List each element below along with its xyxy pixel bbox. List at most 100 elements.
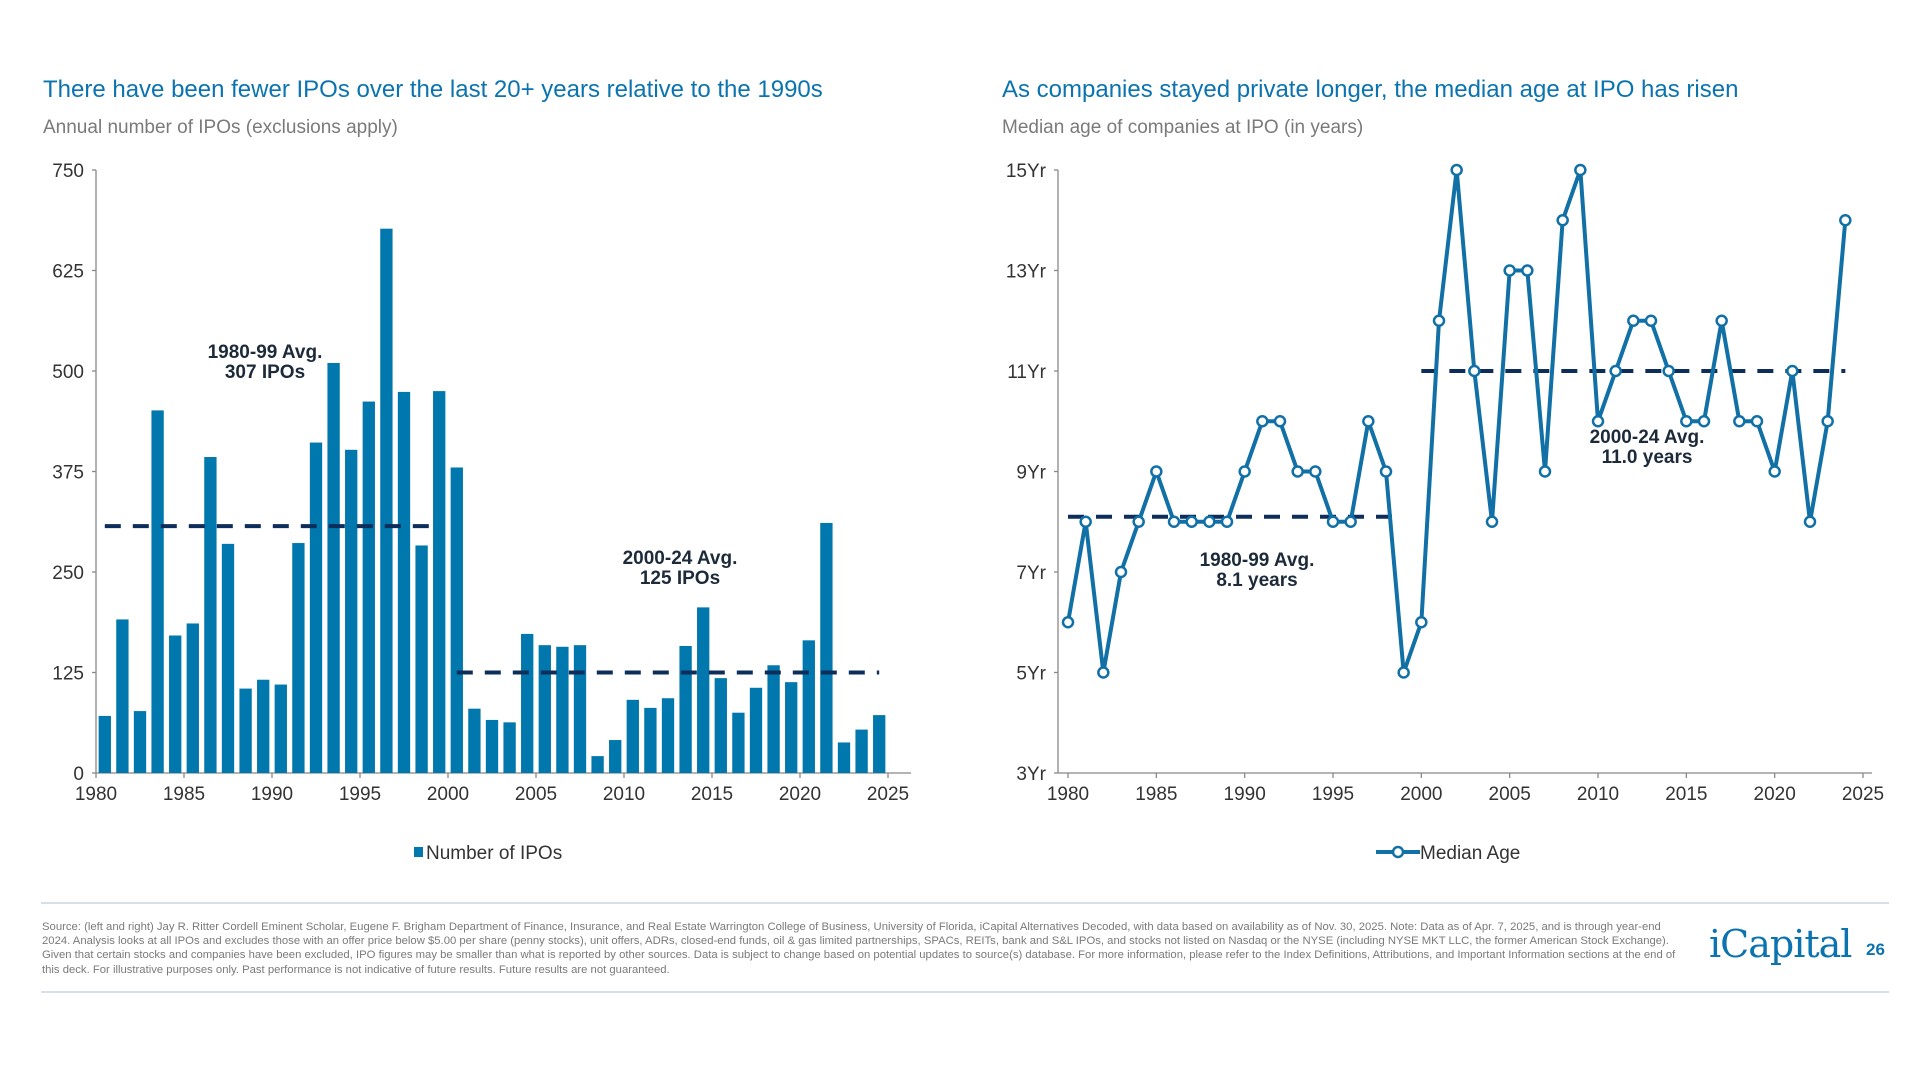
- x-tick-label: 2025: [1842, 784, 1884, 805]
- x-tick-label: 1990: [251, 784, 293, 805]
- bar-2021: [820, 522, 833, 773]
- bar-1987: [221, 543, 235, 773]
- point-2006: [1521, 264, 1534, 277]
- point-1980: [1061, 616, 1075, 629]
- bar-1980: [98, 715, 111, 773]
- y-tick-label: 15Yr: [1006, 161, 1047, 182]
- average-label-line2: 11.0 years: [1602, 447, 1693, 468]
- y-tick-label: 125: [52, 664, 84, 685]
- point-1983: [1114, 565, 1128, 579]
- point-2003: [1468, 364, 1481, 378]
- bar-2020: [802, 640, 815, 773]
- x-tick-label: 2025: [867, 784, 909, 805]
- bar-1984: [169, 635, 182, 773]
- bar-1994: [345, 449, 358, 773]
- point-2000: [1415, 616, 1428, 629]
- bar-2018: [767, 665, 780, 773]
- left-chart-subtitle: Annual number of IPOs (exclusions apply): [43, 117, 398, 138]
- y-tick-label: 5Yr: [1016, 664, 1046, 685]
- x-tick-label: 1995: [339, 784, 381, 805]
- average-label-line2: 8.1 years: [1216, 570, 1297, 591]
- bar-1997: [397, 391, 411, 773]
- bar-1999: [433, 391, 446, 773]
- bar-1988: [239, 688, 252, 773]
- x-tick-label: 2010: [1577, 784, 1619, 805]
- x-tick-label: 1980: [1047, 784, 1089, 805]
- average-label-line2: 125 IPOs: [640, 568, 720, 589]
- point-2023: [1821, 415, 1834, 428]
- bar-1983: [151, 410, 164, 773]
- point-2021: [1786, 364, 1799, 378]
- average-label-line1: 1980-99 Avg.: [208, 342, 323, 363]
- y-tick-label: 500: [52, 362, 84, 383]
- x-tick-label: 2005: [1489, 784, 1531, 805]
- source-footnote: Source: (left and right) Jay R. Ritter C…: [42, 921, 1676, 976]
- bar-1989: [257, 679, 270, 773]
- x-tick-label: 2000: [427, 784, 469, 805]
- point-2024: [1839, 214, 1852, 227]
- point-1986: [1167, 515, 1181, 528]
- point-2002: [1450, 163, 1463, 177]
- bar-2009: [609, 740, 622, 773]
- point-1995: [1326, 515, 1340, 528]
- footer-top-divider: [41, 902, 1889, 904]
- point-2008: [1556, 214, 1569, 227]
- y-tick-label: 13Yr: [1006, 262, 1047, 283]
- point-2012: [1627, 314, 1640, 327]
- point-1989: [1220, 515, 1234, 528]
- point-2015: [1680, 415, 1693, 428]
- point-2010: [1591, 415, 1605, 428]
- point-2022: [1803, 515, 1817, 528]
- bar-2014: [697, 607, 710, 773]
- x-tick-label: 2020: [779, 784, 821, 805]
- bar-2000: [450, 467, 463, 773]
- point-1981: [1079, 515, 1092, 528]
- point-2017: [1715, 314, 1728, 327]
- y-tick-label: 250: [52, 563, 84, 584]
- point-1997: [1362, 415, 1375, 428]
- bar-2023: [855, 729, 868, 773]
- bar-2017: [749, 687, 763, 773]
- point-2009: [1574, 163, 1587, 177]
- bar-1995: [362, 401, 375, 773]
- right-chart-subtitle: Median age of companies at IPO (in years…: [1002, 117, 1364, 138]
- point-2013: [1644, 314, 1658, 327]
- icapital-logo: iCapital: [1709, 922, 1852, 966]
- y-tick-label: 625: [52, 262, 84, 283]
- bar-2004: [521, 633, 534, 773]
- x-tick-label: 1985: [163, 784, 205, 805]
- bar-2011: [644, 707, 657, 773]
- x-tick-label: 1980: [75, 784, 117, 805]
- bar-1985: [186, 623, 199, 773]
- x-tick-label: 2005: [515, 784, 557, 805]
- point-2007: [1538, 465, 1552, 478]
- point-1982: [1097, 666, 1110, 679]
- bar-2016: [732, 712, 745, 773]
- bar-2024: [873, 715, 886, 773]
- footer-bottom-divider: [41, 991, 1889, 993]
- y-tick-label: 0: [73, 764, 84, 785]
- legend-marker-icon: [1391, 845, 1405, 859]
- legend-bar-swatch: [414, 847, 423, 857]
- x-tick-label: 2020: [1754, 784, 1796, 805]
- bar-2010: [626, 699, 639, 773]
- point-2005: [1503, 264, 1516, 277]
- x-tick-label: 1995: [1312, 784, 1354, 805]
- point-1999: [1397, 666, 1410, 679]
- point-1992: [1273, 415, 1287, 428]
- point-1984: [1132, 515, 1145, 528]
- bar-1981: [116, 619, 129, 773]
- point-1996: [1344, 515, 1357, 528]
- y-tick-label: 3Yr: [1016, 764, 1046, 785]
- bar-2001: [468, 708, 481, 773]
- point-2020: [1768, 465, 1781, 478]
- point-2018: [1733, 415, 1746, 428]
- bar-2007: [573, 645, 587, 773]
- x-tick-label: 1985: [1135, 784, 1177, 805]
- bar-2003: [503, 722, 516, 773]
- average-label-line1: 2000-24 Avg.: [623, 548, 738, 569]
- bar-2013: [679, 645, 692, 773]
- bar-2015: [714, 678, 727, 773]
- x-tick-label: 1990: [1224, 784, 1266, 805]
- point-1987: [1185, 515, 1198, 528]
